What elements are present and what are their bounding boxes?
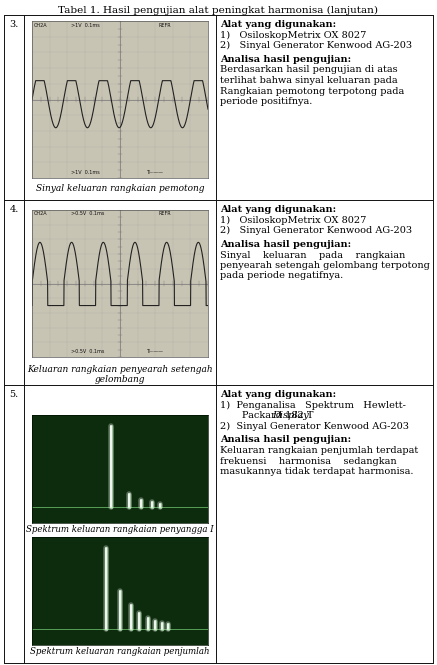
Text: Berdasarkan hasil pengujian di atas: Berdasarkan hasil pengujian di atas	[220, 65, 398, 74]
Bar	[216, 15, 433, 200]
Text: Keluaran rangkaian penyearah setengah
gelombang: Keluaran rangkaian penyearah setengah ge…	[27, 365, 213, 384]
Text: CH2A: CH2A	[34, 23, 47, 27]
Text: penyearah setengah gelombang terpotong: penyearah setengah gelombang terpotong	[220, 261, 430, 270]
Text: periode positifnya.: periode positifnya.	[220, 97, 312, 106]
Bar	[24, 15, 216, 200]
Text: 2)   Sinyal Generator Kenwood AG-203: 2) Sinyal Generator Kenwood AG-203	[220, 41, 412, 50]
Text: Sinyal    keluaran    pada    rangkaian: Sinyal keluaran pada rangkaian	[220, 251, 405, 259]
Text: 5.: 5.	[9, 390, 19, 399]
Bar	[4, 200, 24, 385]
Text: terlihat bahwa sinyal keluaran pada: terlihat bahwa sinyal keluaran pada	[220, 76, 398, 85]
Text: pada periode negatifnya.: pada periode negatifnya.	[220, 271, 343, 281]
Text: Alat yang digunakan:: Alat yang digunakan:	[220, 20, 336, 29]
Text: Packard 182 T: Packard 182 T	[220, 411, 317, 420]
Bar	[216, 200, 433, 385]
Text: 1)   OsiloskopMetrix OX 8027: 1) OsiloskopMetrix OX 8027	[220, 215, 366, 225]
Text: Tabel 1. Hasil pengujian alat peningkat harmonisa (lanjutan): Tabel 1. Hasil pengujian alat peningkat …	[59, 6, 378, 15]
Text: Alat yang digunakan:: Alat yang digunakan:	[220, 205, 336, 214]
Text: 4.: 4.	[9, 205, 19, 214]
Text: T⊢——: T⊢——	[146, 170, 163, 175]
Text: Display: Display	[272, 411, 309, 420]
Text: Rangkaian pemotong terpotong pada: Rangkaian pemotong terpotong pada	[220, 86, 404, 96]
Text: 3.: 3.	[9, 20, 19, 29]
Text: REFR: REFR	[159, 23, 171, 27]
Bar	[4, 385, 24, 663]
Text: Sinyal keluaran rangkaian pemotong: Sinyal keluaran rangkaian pemotong	[36, 184, 204, 193]
Text: >0.5V  0.1ms: >0.5V 0.1ms	[71, 211, 104, 217]
Text: masukannya tidak terdapat harmonisa.: masukannya tidak terdapat harmonisa.	[220, 467, 413, 476]
Text: REFR: REFR	[159, 211, 171, 217]
Text: CH2A: CH2A	[34, 211, 47, 217]
Text: Analisa hasil pengujian:: Analisa hasil pengujian:	[220, 55, 351, 64]
Text: T⊢——: T⊢——	[146, 349, 163, 354]
Bar	[24, 200, 216, 385]
Text: frekuensi    harmonisa    sedangkan: frekuensi harmonisa sedangkan	[220, 456, 397, 466]
Text: Spektrum keluaran rangkaian penjumlah: Spektrum keluaran rangkaian penjumlah	[30, 647, 210, 656]
Text: >0.5V  0.1ms: >0.5V 0.1ms	[71, 349, 104, 354]
Text: Spektrum keluaran rangkaian penyangga I: Spektrum keluaran rangkaian penyangga I	[26, 525, 214, 534]
Text: >1V  0.1ms: >1V 0.1ms	[71, 23, 100, 27]
Text: 2)   Sinyal Generator Kenwood AG-203: 2) Sinyal Generator Kenwood AG-203	[220, 226, 412, 235]
Text: >1V  0.1ms: >1V 0.1ms	[71, 170, 100, 175]
Bar	[216, 385, 433, 663]
Text: Alat yang digunakan:: Alat yang digunakan:	[220, 390, 336, 399]
Text: Analisa hasil pengujian:: Analisa hasil pengujian:	[220, 240, 351, 249]
Bar	[24, 385, 216, 663]
Text: 2)  Sinyal Generator Kenwood AG-203: 2) Sinyal Generator Kenwood AG-203	[220, 422, 409, 431]
Bar	[4, 15, 24, 200]
Text: Analisa hasil pengujian:: Analisa hasil pengujian:	[220, 436, 351, 444]
Text: 1)   OsiloskopMetrix OX 8027: 1) OsiloskopMetrix OX 8027	[220, 31, 366, 40]
Text: 1)  Penganalisa   Spektrum   Hewlett-: 1) Penganalisa Spektrum Hewlett-	[220, 400, 406, 410]
Text: Keluaran rangkaian penjumlah terdapat: Keluaran rangkaian penjumlah terdapat	[220, 446, 418, 455]
